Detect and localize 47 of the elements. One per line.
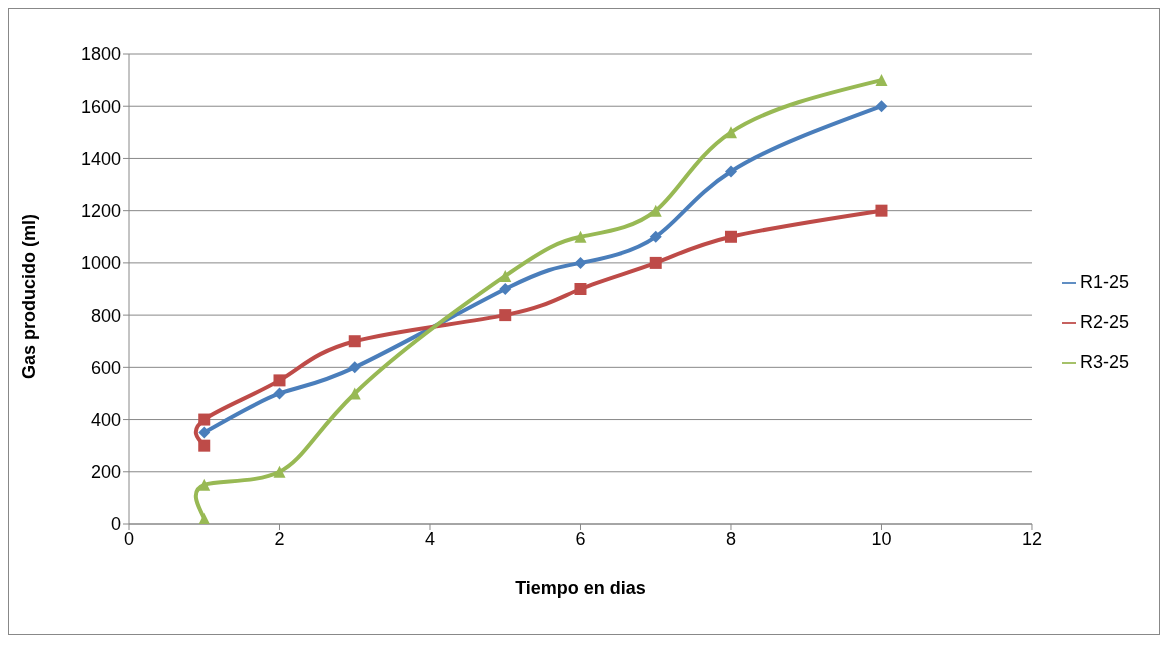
x-tick-label: 4 (424, 528, 435, 549)
y-tick-label: 1400 (80, 148, 121, 169)
x-tick-label: 10 (871, 528, 892, 549)
point (574, 283, 587, 295)
point (649, 230, 662, 243)
y-tick-label: 1800 (80, 44, 121, 65)
point (724, 165, 737, 178)
point (875, 74, 888, 87)
point (273, 387, 286, 400)
x-tick-label: 12 (1021, 528, 1042, 549)
point (198, 426, 211, 439)
legend-label: R3-25 (1079, 351, 1129, 372)
point (574, 256, 587, 269)
y-tick-label: 1000 (80, 253, 121, 274)
y-axis-title: Gas producido (ml) (19, 213, 40, 379)
point (348, 361, 361, 374)
y-tick-label: 1200 (80, 201, 121, 222)
point (649, 256, 662, 269)
x-tick-label: 8 (725, 528, 736, 549)
point (875, 204, 888, 217)
point (273, 465, 286, 478)
x-tick-label: 2 (274, 528, 285, 549)
point (649, 204, 662, 217)
point (348, 335, 361, 348)
y-tick-label: 1600 (80, 96, 121, 117)
point (499, 283, 512, 295)
legend-label: R1-25 (1079, 271, 1129, 292)
point (273, 374, 286, 387)
y-tick-label: 600 (90, 357, 121, 378)
point (499, 269, 512, 282)
point (198, 478, 211, 491)
x-tick-label: 6 (575, 528, 586, 549)
point (499, 309, 512, 322)
point (198, 512, 211, 524)
legend-label: R2-25 (1079, 311, 1129, 332)
point (198, 413, 211, 426)
point (875, 100, 888, 113)
y-tick-label: 400 (90, 409, 121, 430)
point (574, 230, 587, 243)
point (724, 126, 737, 139)
y-tick-label: 800 (90, 305, 121, 326)
point (198, 439, 211, 452)
y-tick-label: 0 (110, 514, 121, 535)
y-tick-label: 200 (90, 462, 121, 483)
x-tick-label: 0 (123, 528, 135, 549)
x-axis-title: Tiempo en dias (515, 578, 646, 598)
point (724, 230, 737, 243)
